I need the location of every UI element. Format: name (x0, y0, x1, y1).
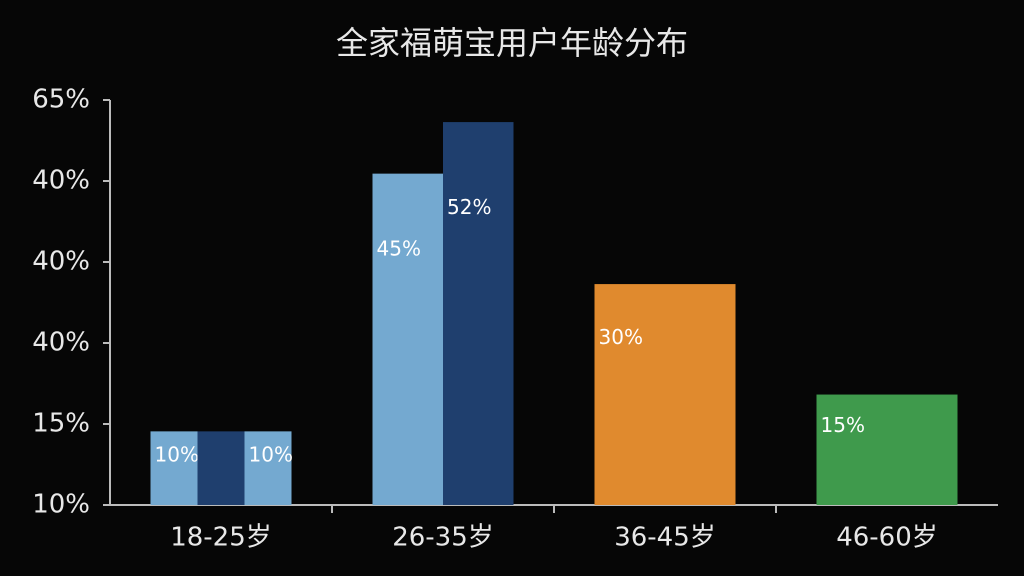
bar (372, 173, 443, 506)
y-tick-label: 40% (32, 328, 90, 358)
bar (594, 284, 736, 505)
bar (816, 394, 958, 505)
value-label: 10% (249, 443, 293, 467)
chart-title: 全家福萌宝用户年龄分布 (336, 24, 688, 62)
y-tick-label: 40% (32, 247, 90, 277)
y-tick-label: 40% (32, 166, 90, 196)
x-tick-label: 18-25岁 (170, 523, 272, 553)
value-label: 52% (447, 195, 491, 219)
bar (244, 431, 292, 505)
x-tick-label: 36-45岁 (614, 523, 716, 553)
x-tick-label: 26-35岁 (392, 523, 494, 553)
y-tick-label: 65% (32, 85, 90, 115)
y-tick-label: 15% (32, 409, 90, 439)
bar (150, 431, 198, 505)
y-tick-label: 10% (32, 490, 90, 520)
bar (443, 122, 514, 505)
x-tick-label: 46-60岁 (836, 523, 938, 553)
bar (197, 431, 245, 505)
value-label: 15% (821, 413, 865, 437)
value-label: 30% (599, 325, 643, 349)
value-label: 45% (377, 236, 421, 260)
value-label: 10% (155, 443, 199, 467)
